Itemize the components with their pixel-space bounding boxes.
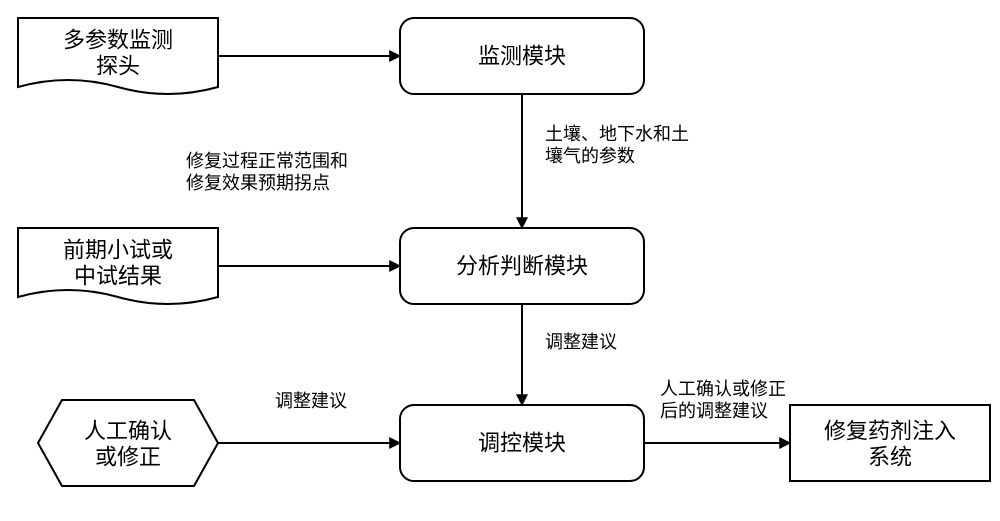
injection-label-2: 系统 [868,445,912,470]
edge-label-2-1: 修复过程正常范围和 [186,151,348,171]
edge-label-5-2: 后的调整建议 [660,401,768,421]
probe-label-1: 多参数监测 [63,28,173,53]
edge-label-1-1: 土壤、地下水和土 [545,124,689,144]
control-label: 调控模块 [478,431,566,456]
pilot-label-1: 前期小试或 [63,238,173,263]
edge-label-2-2: 修复效果预期拐点 [186,173,330,193]
manual-label-1: 人工确认 [84,419,172,444]
probe-label-2: 探头 [96,54,140,79]
injection-label-1: 修复药剂注入 [824,419,956,444]
monitor-label: 监测模块 [478,44,566,69]
pilot-label-2: 中试结果 [74,264,162,289]
analysis-label: 分析判断模块 [456,254,588,279]
manual-label-2: 或修正 [95,445,161,470]
edge-label-5-1: 人工确认或修正 [660,379,786,399]
edge-label-1-2: 壤气的参数 [545,146,635,166]
edge-label-4: 调整建议 [275,391,347,411]
edge-label-3: 调整建议 [545,332,617,352]
